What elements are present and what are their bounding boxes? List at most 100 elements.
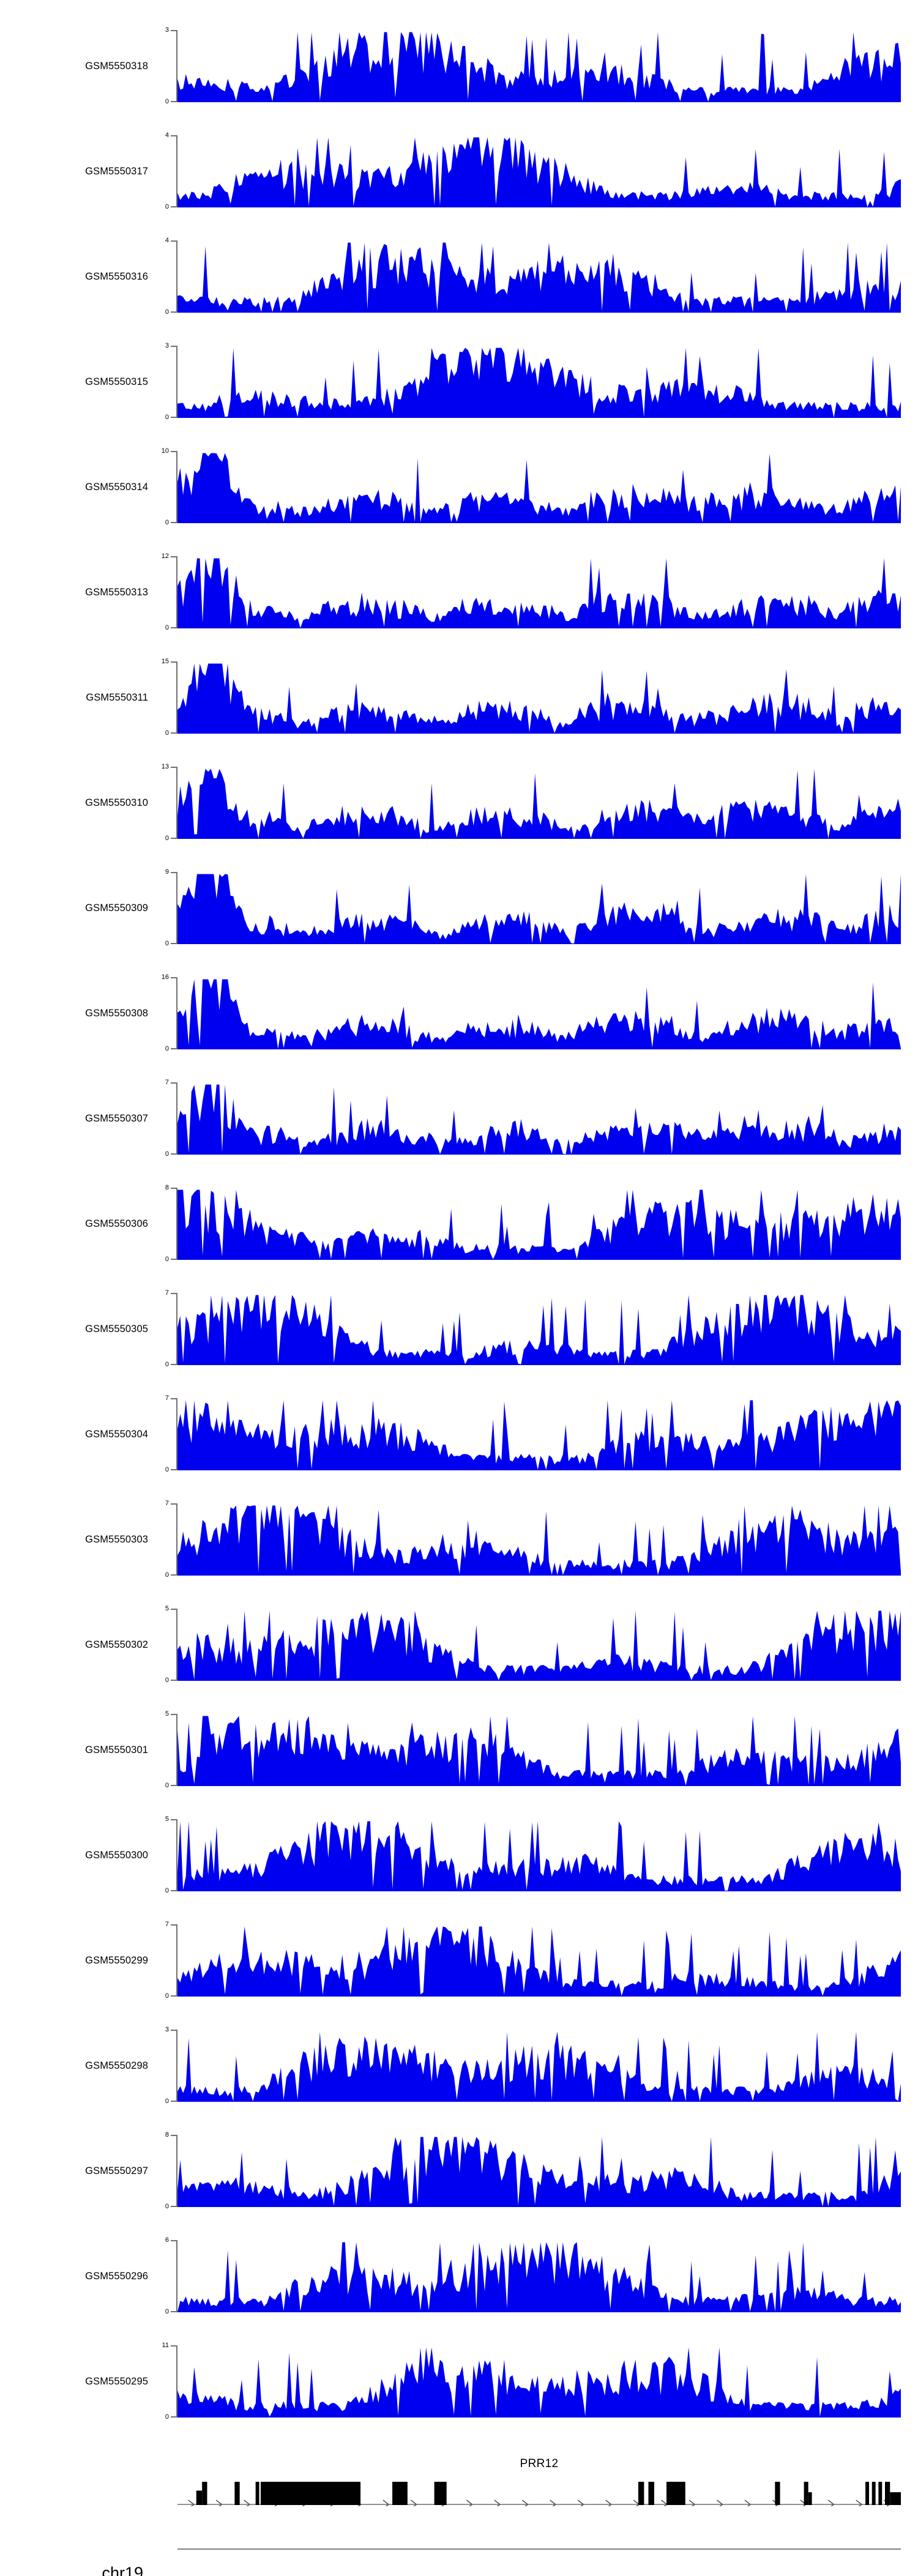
y-axis-min-label: 0	[165, 1992, 169, 2000]
coverage-track: GSM5550305 7 0	[0, 1276, 918, 1382]
y-axis-tick-max	[171, 1819, 177, 1820]
coverage-plot[interactable]	[177, 1082, 901, 1155]
coverage-tracks-container: GSM5550318 3 0 GSM5550317 4 0 GSM5550316 4 0 GSM5…	[0, 13, 918, 2434]
coverage-track: GSM5550316 4 0	[0, 224, 918, 329]
y-axis-tick-min	[171, 2311, 177, 2312]
coverage-plot[interactable]	[177, 1819, 901, 1891]
y-axis-line	[176, 2240, 177, 2312]
y-axis-min-label: 0	[165, 1361, 169, 1368]
coverage-plot[interactable]	[177, 2345, 901, 2418]
track-label: GSM5550299	[85, 1954, 148, 1966]
coverage-track: GSM5550298 3 0	[0, 2013, 918, 2118]
coverage-track: GSM5550303 7 0	[0, 1487, 918, 1592]
track-label: GSM5550305	[85, 1323, 148, 1335]
coverage-track: GSM5550300 5 0	[0, 1803, 918, 1908]
y-axis-tick-max	[171, 556, 177, 557]
y-axis-tick-min	[171, 1469, 177, 1470]
y-axis-min-label: 0	[165, 308, 169, 316]
y-axis-tick-min	[171, 1995, 177, 1997]
track-label: GSM5550302	[85, 1639, 148, 1650]
y-axis-max-label: 3	[165, 2026, 169, 2033]
y-axis-line	[176, 1082, 177, 1155]
y-axis-tick-max	[171, 977, 177, 978]
y-axis-line	[176, 2345, 177, 2418]
track-label: GSM5550303	[85, 1533, 148, 1545]
y-axis-min-label: 0	[165, 1256, 169, 1263]
coverage-plot[interactable]	[177, 451, 901, 523]
y-axis-tick-max	[171, 2240, 177, 2241]
y-axis-min-label: 0	[165, 519, 169, 526]
y-axis-tick-min	[171, 1680, 177, 1681]
y-axis-tick-min	[171, 1574, 177, 1576]
gene-name-label: PRR12	[520, 2457, 559, 2470]
coverage-plot[interactable]	[177, 1609, 901, 1681]
y-axis-min-label: 0	[165, 1150, 169, 1158]
coverage-plot[interactable]	[177, 1398, 901, 1470]
y-axis-tick-min	[171, 943, 177, 944]
coverage-plot[interactable]	[177, 661, 901, 734]
coverage-plot[interactable]	[177, 2135, 901, 2207]
y-axis-max-label: 4	[165, 132, 169, 139]
coverage-plot[interactable]	[177, 1188, 901, 1260]
y-axis-max-label: 10	[161, 447, 169, 455]
track-label: GSM5550298	[85, 2060, 148, 2071]
track-label: GSM5550301	[85, 1744, 148, 1755]
y-axis-tick-min	[171, 311, 177, 313]
track-label: GSM5550306	[85, 1218, 148, 1229]
y-axis-line	[176, 1609, 177, 1681]
y-axis-min-label: 0	[165, 1045, 169, 1052]
coverage-plot[interactable]	[177, 135, 901, 207]
y-axis-line	[176, 556, 177, 628]
coverage-track: GSM5550315 3 0	[0, 329, 918, 434]
coverage-plot[interactable]	[177, 1714, 901, 1786]
y-axis-max-label: 5	[165, 1605, 169, 1612]
y-axis-min-label: 0	[165, 940, 169, 947]
y-axis-line	[176, 1293, 177, 1365]
y-axis-tick-min	[171, 2416, 177, 2418]
coverage-plot[interactable]	[177, 1503, 901, 1576]
y-axis-tick-max	[171, 346, 177, 347]
coverage-plot[interactable]	[177, 30, 901, 102]
top-spacer	[0, 0, 918, 13]
y-axis-tick-max	[171, 661, 177, 663]
y-axis-tick-max	[171, 1714, 177, 1715]
coverage-plot[interactable]	[177, 2240, 901, 2312]
coverage-plot[interactable]	[177, 2030, 901, 2102]
y-axis-min-label: 0	[165, 624, 169, 631]
y-axis-min-label: 0	[165, 729, 169, 737]
y-axis-tick-min	[171, 1153, 177, 1155]
coverage-plot[interactable]	[177, 1924, 901, 1997]
chromosome-axis-ruler[interactable]	[177, 2532, 901, 2576]
track-label: GSM5550317	[85, 165, 148, 177]
track-y-axis: 10 0	[157, 447, 177, 526]
coverage-plot[interactable]	[177, 872, 901, 944]
y-axis-line	[176, 1398, 177, 1470]
coverage-plot[interactable]	[177, 346, 901, 418]
coverage-plot[interactable]	[177, 556, 901, 628]
y-axis-line	[176, 1188, 177, 1260]
y-axis-max-label: 4	[165, 237, 169, 244]
track-y-axis: 12 0	[157, 553, 177, 631]
coverage-plot[interactable]	[177, 1293, 901, 1365]
y-axis-line	[176, 872, 177, 944]
y-axis-tick-min	[171, 417, 177, 418]
y-axis-line	[176, 240, 177, 313]
coverage-plot[interactable]	[177, 977, 901, 1049]
coverage-plot[interactable]	[177, 767, 901, 839]
y-axis-min-label: 0	[165, 1887, 169, 1894]
gene-model-track[interactable]	[177, 2481, 901, 2506]
coverage-plot[interactable]	[177, 240, 901, 313]
coverage-track: GSM5550295 11 0	[0, 2329, 918, 2434]
